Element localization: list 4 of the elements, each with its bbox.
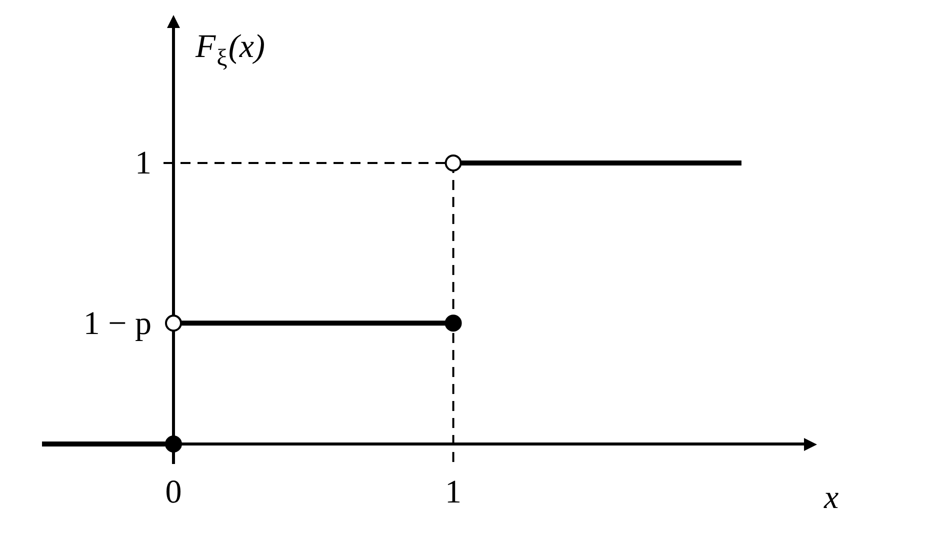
x-axis-title: x	[823, 480, 839, 516]
x-tick-label: 0	[165, 474, 182, 510]
ref-line-label: 1	[135, 146, 152, 182]
annotation: 1 − p	[83, 306, 152, 342]
